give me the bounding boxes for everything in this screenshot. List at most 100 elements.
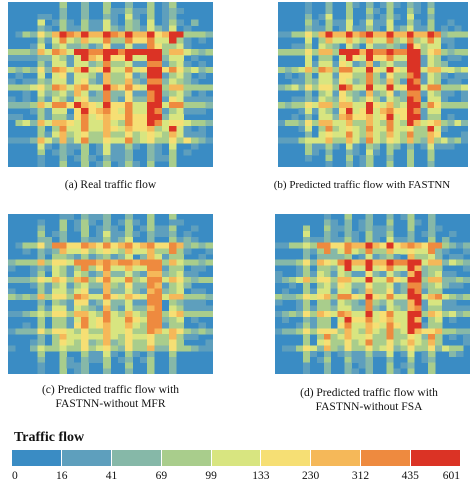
heatmap-cell <box>330 254 338 261</box>
heatmap-cell <box>198 137 206 144</box>
heatmap-cell <box>139 271 148 278</box>
heatmap-cell <box>291 78 299 85</box>
heatmap-cell <box>81 294 89 301</box>
heatmap-cell <box>117 25 126 32</box>
heatmap-cell <box>8 78 16 85</box>
heatmap-cell <box>305 2 313 9</box>
heatmap-cell <box>132 299 141 306</box>
heatmap-cell <box>400 339 408 346</box>
heatmap-cell <box>161 265 170 272</box>
heatmap-cell <box>66 356 75 363</box>
heatmap-cell <box>15 84 23 91</box>
heatmap-cell <box>393 72 401 79</box>
heatmap-cell <box>400 78 408 85</box>
heatmap-cell <box>406 155 415 162</box>
heatmap-cell <box>139 345 148 352</box>
heatmap-cell <box>125 66 133 74</box>
heatmap-cell <box>407 276 415 283</box>
heatmap-cell <box>393 131 401 138</box>
heatmap-cell <box>440 102 448 109</box>
heatmap-cell <box>393 55 401 62</box>
heatmap-cell <box>352 137 360 144</box>
heatmap-cell <box>344 219 352 226</box>
heatmap-cell <box>176 271 185 278</box>
heatmap-cell <box>386 231 394 238</box>
heatmap-cell <box>344 276 352 283</box>
heatmap-cell <box>169 66 177 74</box>
heatmap-cell <box>95 108 104 115</box>
heatmap-cell <box>325 143 333 150</box>
heatmap-cell <box>147 362 155 369</box>
heatmap-cell <box>305 113 313 121</box>
heatmap-cell <box>132 25 141 32</box>
heatmap-cell <box>22 84 31 91</box>
heatmap-cell <box>456 328 464 335</box>
heatmap-cell <box>139 282 148 289</box>
heatmap-cell <box>284 31 292 38</box>
heatmap-cell <box>44 13 53 20</box>
heatmap-cell <box>373 19 381 26</box>
heatmap-cell <box>191 299 199 306</box>
heatmap-cell <box>169 108 177 115</box>
heatmap-cell <box>103 125 111 132</box>
heatmap-cell <box>406 119 415 127</box>
heatmap-cell <box>44 242 53 249</box>
heatmap-cell <box>442 299 450 306</box>
heatmap-cell <box>379 316 387 323</box>
heatmap-cell <box>117 236 126 243</box>
heatmap-cell <box>393 305 401 312</box>
heatmap-cell <box>447 43 455 50</box>
heatmap-cell <box>37 322 45 329</box>
heatmap-cell <box>400 84 408 91</box>
heatmap-cell <box>435 242 443 249</box>
heatmap-cell <box>88 25 97 32</box>
heatmap-cell <box>406 108 415 115</box>
heatmap-cell <box>161 31 170 38</box>
heatmap-cell <box>379 231 387 238</box>
heatmap-cell <box>305 37 313 44</box>
heatmap-cell <box>358 242 366 249</box>
heatmap-cell <box>176 236 185 243</box>
heatmap-cell <box>169 137 177 144</box>
heatmap-cell <box>37 311 45 318</box>
heatmap-cell <box>386 60 394 68</box>
heatmap-cell <box>66 294 75 301</box>
heatmap-cell <box>413 78 421 85</box>
heatmap-cell <box>147 84 155 91</box>
heatmap-cell <box>95 119 104 127</box>
heatmap-cell <box>393 328 401 335</box>
heatmap-cell <box>59 265 67 272</box>
heatmap-cell <box>132 259 141 266</box>
heatmap-cell <box>191 316 199 323</box>
heatmap-cell <box>66 322 75 329</box>
heatmap-cell <box>81 161 89 167</box>
heatmap-cell <box>421 248 429 255</box>
heatmap-cell <box>428 311 436 318</box>
heatmap-cell <box>463 339 470 346</box>
heatmap-cell <box>15 137 23 144</box>
heatmap-cell <box>325 66 333 74</box>
heatmap-cell <box>366 108 374 115</box>
heatmap-cell <box>305 143 313 150</box>
heatmap-cell <box>278 31 286 38</box>
heatmap-cell <box>440 90 448 97</box>
heatmap-c <box>8 214 213 374</box>
heatmap-cell <box>66 288 75 295</box>
heatmap-cell <box>413 2 421 9</box>
heatmap-cell <box>372 322 380 329</box>
heatmap-cell <box>154 84 163 91</box>
heatmap-cell <box>161 311 170 318</box>
heatmap-cell <box>393 299 401 306</box>
heatmap-cell <box>147 155 155 162</box>
heatmap-cell <box>147 131 155 138</box>
heatmap-cell <box>420 84 428 91</box>
heatmap-cell <box>81 299 89 306</box>
heatmap-cell <box>330 282 338 289</box>
heatmap-cell <box>198 108 206 115</box>
heatmap-cell <box>66 339 75 346</box>
heatmap-cell <box>386 125 394 132</box>
heatmap-cell <box>325 119 333 127</box>
heatmap-cell <box>379 276 387 283</box>
heatmap-cell <box>183 305 192 312</box>
heatmap-cell <box>37 362 45 369</box>
